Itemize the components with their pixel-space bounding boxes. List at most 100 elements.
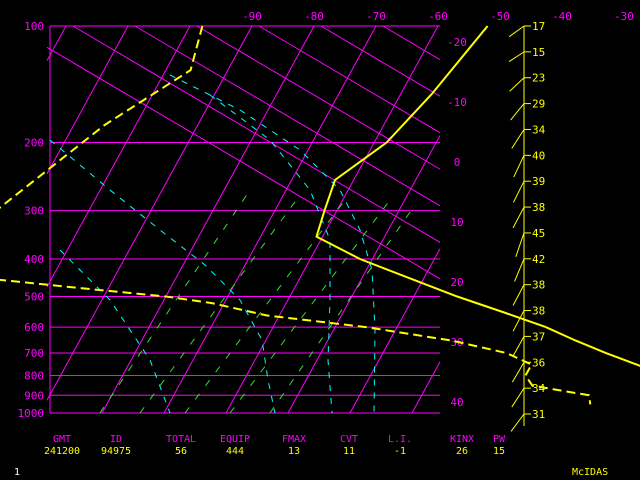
stat-header: KINX [449, 434, 475, 445]
isotherm--100 [46, 25, 191, 288]
isotherm--50 [287, 135, 441, 414]
stat-header: TOTAL [165, 434, 197, 445]
isotherm-label-10: 10 [450, 216, 463, 229]
wind-barb-8 [515, 232, 525, 257]
dry-adiabat-6 [382, 25, 441, 61]
dry-adiabat-1 [72, 25, 441, 243]
stat-header: PW [492, 434, 506, 445]
pressure-label-100: 100 [24, 20, 44, 33]
frame-number: 1 [14, 467, 21, 478]
stat-header: ID [109, 434, 123, 445]
mixing-ratio-1 [139, 194, 301, 414]
isotherm-label--20: -20 [447, 36, 467, 49]
wind-label-7: 38 [532, 201, 545, 214]
wind-barb-13 [511, 362, 525, 383]
pressure-label-800: 800 [24, 369, 44, 382]
mixing-ratio-2 [184, 199, 346, 414]
wind-label-13: 36 [532, 356, 545, 369]
stat-value: 11 [342, 446, 356, 457]
wind-barb-10 [512, 284, 525, 306]
wind-label-6: 39 [532, 175, 545, 188]
pressure-label-200: 200 [24, 136, 44, 149]
mixing-ratio-3 [229, 199, 391, 414]
stat-cvt: CVT 11 [319, 434, 379, 458]
wind-label-3: 29 [532, 98, 545, 111]
isotherm-label-20: 20 [450, 276, 463, 289]
stat-value: 444 [225, 446, 245, 457]
isotherm--30 [411, 361, 441, 414]
wind-barb-12 [512, 336, 525, 357]
stat-pw: PW 15 [469, 434, 529, 458]
wind-label-12: 37 [532, 330, 545, 343]
mixing-ratio-0 [99, 189, 251, 414]
stat-value: 56 [174, 446, 188, 457]
stat-header: L.I. [387, 434, 413, 445]
stat-total: TOTAL 56 [151, 434, 211, 458]
stat-value: 241200 [43, 446, 81, 457]
isotherm-label-40: 40 [450, 396, 463, 409]
wind-barb-0 [508, 25, 525, 38]
wind-label-11: 38 [532, 305, 545, 318]
wind-label-2: 23 [532, 72, 545, 85]
wind-barb-6 [512, 180, 525, 203]
stat-id: ID 94975 [86, 434, 146, 458]
isotherm--80 [101, 25, 315, 414]
isotherm--120 [46, 25, 67, 61]
wind-barb-9 [514, 258, 525, 282]
wind-label-10: 38 [532, 279, 545, 292]
temp-label--30: -30 [614, 10, 634, 23]
pressure-label-500: 500 [24, 291, 44, 304]
pressure-label-300: 300 [24, 205, 44, 218]
stat-equip: EQUIP 444 [205, 434, 265, 458]
sounding-stats: GMT 241200 ID 94975 TOTAL 56 EQUIP 444 F… [0, 434, 640, 464]
stat-gmt: GMT 241200 [32, 434, 92, 458]
isotherm-label--10: -10 [447, 96, 467, 109]
wind-label-15: 31 [532, 408, 545, 421]
stat-value: -1 [393, 446, 407, 457]
temperature-profile [315, 25, 640, 368]
pressure-label-900: 900 [24, 389, 44, 402]
wind-barb-3 [510, 103, 525, 121]
stat-value: 13 [287, 446, 301, 457]
dry-adiabat-3 [196, 25, 441, 170]
temp-label--90: -90 [242, 10, 262, 23]
wind-label-9: 42 [532, 253, 545, 266]
temp-label--50: -50 [490, 10, 510, 23]
wind-label-4: 34 [532, 123, 546, 136]
temp-label--80: -80 [304, 10, 324, 23]
isotherm--90 [46, 25, 253, 401]
pressure-label-400: 400 [24, 253, 44, 266]
moist-adiabat-2 [59, 249, 171, 414]
stat-header: GMT [52, 434, 72, 445]
stat-li: L.I. -1 [370, 434, 430, 458]
mcidas-label: McIDAS [572, 467, 609, 478]
isotherm--60 [225, 25, 439, 414]
temp-label--40: -40 [552, 10, 572, 23]
dry-adiabat-2 [134, 25, 441, 207]
stat-value: 15 [492, 446, 506, 457]
pressure-label-1000: 1000 [18, 407, 45, 420]
isotherm--40 [349, 248, 441, 414]
dry-adiabat-4 [258, 25, 441, 134]
wind-barb-11 [512, 310, 525, 332]
wind-label-1: 15 [532, 46, 545, 59]
wind-barb-5 [513, 155, 525, 178]
stat-header: FMAX [281, 434, 307, 445]
stat-value: 94975 [100, 446, 132, 457]
stat-header: CVT [339, 434, 359, 445]
wind-label-14: 34 [532, 382, 546, 395]
moist-adiabat-1 [49, 139, 276, 414]
stat-value: 26 [455, 446, 469, 457]
moist-adiabat-3 [209, 94, 333, 414]
dry-adiabat-5 [320, 25, 441, 97]
wind-barb-1 [508, 51, 525, 63]
pressure-label-600: 600 [24, 321, 44, 334]
pressure-label-700: 700 [24, 347, 44, 360]
moist-adiabat-0 [169, 74, 376, 414]
wind-barb-2 [509, 77, 525, 92]
isotherm-label-0: 0 [454, 156, 461, 169]
stat-header: EQUIP [219, 434, 251, 445]
isotherm--70 [163, 25, 377, 414]
